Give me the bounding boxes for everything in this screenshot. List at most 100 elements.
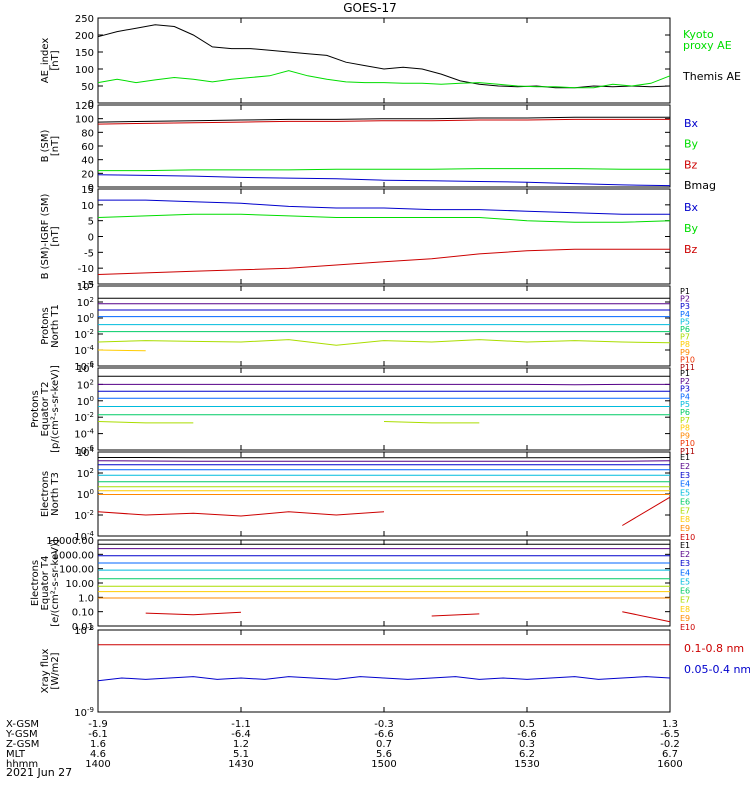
series-line-by xyxy=(98,168,670,172)
legend-entry: P11 xyxy=(680,363,695,372)
orbit-value-x: -1.1 xyxy=(231,719,251,730)
legend-entry: E7 xyxy=(680,596,690,605)
legend-entry: By xyxy=(684,222,699,235)
legend-entry: P10 xyxy=(680,439,695,448)
orbit-value-mlt: 5.1 xyxy=(233,749,249,760)
legend-entry: Bmag xyxy=(684,179,716,192)
legend-entry: P8 xyxy=(680,340,690,349)
y-axis-label: B (SM)[nT] xyxy=(40,129,61,162)
y-axis-label-line: Equator T4 xyxy=(40,556,51,611)
orbit-value-y: -6.4 xyxy=(231,729,251,740)
series-line-0-05-0-4-nm xyxy=(97,676,671,682)
legend-entry: P10 xyxy=(680,355,695,364)
y-tick-label: 120 xyxy=(75,101,94,112)
legend-entry: E9 xyxy=(680,524,690,533)
y-axis-label: ElectronsNorth T3 xyxy=(40,471,61,517)
y-tick-label: 10.00 xyxy=(65,579,94,590)
y-tick-label: 104 xyxy=(77,280,95,293)
y-tick-label: 100 xyxy=(77,488,94,501)
y-tick-label: 10-4 xyxy=(74,428,94,441)
y-tick-label: 10-2 xyxy=(74,328,94,341)
y-tick-label: 100 xyxy=(77,312,94,325)
panel-3: -15 -10 -5 0 5 10 15 B (SM)-IGRF (SM)[nT] Bx By Bz xyxy=(40,185,699,291)
y-axis-label-line: [nT] xyxy=(50,226,61,246)
y-tick-label: -5 xyxy=(84,248,94,259)
series-line-e10 xyxy=(97,496,671,526)
orbit-value-y: -6.6 xyxy=(374,729,394,740)
y-axis-label-line: [p/(cm²-s-sr-keV)] xyxy=(50,365,61,453)
orbit-row-label: Y-GSM xyxy=(5,729,38,740)
y-axis-label: ElectronsEquator T4[e/(cm²-s-sr-keV)] xyxy=(30,539,61,627)
series-line-bz xyxy=(97,248,670,275)
legend-entry: E2 xyxy=(680,550,690,559)
orbit-value-hhmm: 1600 xyxy=(657,759,682,770)
y-axis-label: AE_index[nT] xyxy=(40,38,61,84)
y-tick-label: 104 xyxy=(77,362,95,375)
orbit-value-hhmm: 1500 xyxy=(371,759,396,770)
series-line-e10 xyxy=(145,611,671,623)
legend-entry: P2 xyxy=(680,377,690,386)
y-axis-label: ProtonsEquator T2[p/(cm²-s-sr-keV)] xyxy=(30,365,61,453)
y-axis-label-line: North T3 xyxy=(50,472,61,516)
y-tick-label: 250 xyxy=(75,14,94,25)
y-axis-label-line: Protons xyxy=(40,307,51,344)
orbit-value-mlt: 5.6 xyxy=(376,749,392,760)
orbit-row-label: X-GSM xyxy=(6,719,39,730)
legend-entry: Kyoto xyxy=(683,28,714,41)
legend-entry: By xyxy=(684,138,699,151)
plot-title: GOES-17 xyxy=(343,1,397,15)
y-axis-label-line: Equator T2 xyxy=(40,382,51,437)
panel-8: 10-9 10-8 Xray flux[W/m2] 0.1-0.8 nm 0.05-0.… xyxy=(40,624,750,719)
y-axis-label: ProtonsNorth T1 xyxy=(40,304,61,348)
legend-entry: P3 xyxy=(680,302,690,311)
y-axis-label-line: Protons xyxy=(30,390,41,427)
panel-2: 0 20 40 60 80 100 120 B (SM)[nT] Bx By Bz Bmag xyxy=(40,101,716,194)
series-line-by xyxy=(97,213,671,223)
panel-frame xyxy=(97,188,671,285)
legend-entry: 0.05-0.4 nm xyxy=(684,663,750,676)
legend-entry: P6 xyxy=(680,325,690,334)
y-tick-label: 102 xyxy=(77,296,94,309)
legend-entry: E7 xyxy=(680,506,690,515)
series-line-p7 xyxy=(97,339,671,346)
y-tick-label: 10-2 xyxy=(74,411,94,424)
series-line-kyoto-proxy-ae xyxy=(97,70,671,89)
y-tick-label: -15 xyxy=(78,280,94,291)
y-tick-label: 50 xyxy=(81,82,94,93)
legend-entry: P6 xyxy=(680,408,690,417)
panel-7: 0.010.101.010.00100.001000.0010000.00Ele… xyxy=(30,536,695,633)
orbit-value-mlt: 6.2 xyxy=(519,749,535,760)
orbit-value-mlt: 6.7 xyxy=(662,749,678,760)
orbit-value-hhmm: 1400 xyxy=(85,759,110,770)
y-tick-label: 0.10 xyxy=(72,608,94,619)
y-tick-label: 104 xyxy=(77,446,95,459)
y-tick-label: -10 xyxy=(78,264,94,275)
legend-entry: P4 xyxy=(680,392,690,401)
legend-entry: E1 xyxy=(680,453,690,462)
y-axis-label-line: B (SM) xyxy=(40,129,51,162)
legend-entry: P7 xyxy=(680,333,690,342)
y-tick-label: 10 xyxy=(81,201,94,212)
y-tick-label: 5 xyxy=(88,217,94,228)
y-axis-label-line: [nT] xyxy=(50,50,61,70)
y-axis-label-line: [nT] xyxy=(50,136,61,156)
legend-entry: P7 xyxy=(680,416,690,425)
panel-frame xyxy=(97,629,671,713)
y-tick-label: 0.01 xyxy=(72,622,94,633)
orbit-value-y: -6.6 xyxy=(517,729,537,740)
y-tick-label: 1.0 xyxy=(78,593,94,604)
y-tick-label: 80 xyxy=(81,128,94,139)
legend-entry: 0.1-0.8 nm xyxy=(684,642,744,655)
y-axis-label-line: [W/m2] xyxy=(50,652,61,689)
legend-entry: E10 xyxy=(680,533,695,542)
legend-entry: Themis AE xyxy=(682,70,741,83)
y-tick-label: 100 xyxy=(77,395,94,408)
legend-entry: P2 xyxy=(680,295,690,304)
y-tick-label: 60 xyxy=(81,142,94,153)
y-axis-label-line: Electrons xyxy=(30,560,41,606)
series-line-p8 xyxy=(97,349,146,352)
legend-entry: P11 xyxy=(680,447,695,456)
